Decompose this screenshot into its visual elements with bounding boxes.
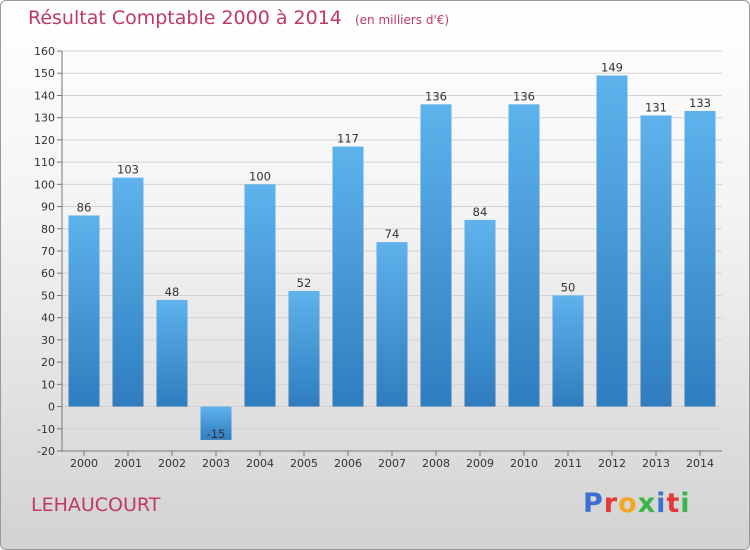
x-tick-label: 2013	[642, 457, 670, 470]
y-tick-label: 150	[34, 67, 55, 80]
logo-letter: x	[637, 488, 657, 519]
data-label: 136	[425, 89, 447, 103]
y-tick-label: 160	[34, 45, 55, 58]
bar	[508, 104, 540, 407]
x-tick-label: 2008	[422, 457, 450, 470]
y-tick-label: 130	[34, 112, 55, 125]
logo-letter: i	[656, 488, 667, 519]
data-label: 133	[689, 96, 711, 110]
bar	[640, 115, 672, 407]
data-label: 86	[77, 200, 92, 214]
y-tick-label: 70	[41, 245, 55, 258]
y-tick-label: 90	[41, 201, 55, 214]
x-tick-label: 2009	[466, 457, 494, 470]
logo-letter: o	[618, 488, 638, 519]
commune-name: LEHAUCOURT	[31, 494, 161, 516]
x-tick-label: 2003	[202, 457, 230, 470]
y-tick-label: 50	[41, 289, 55, 302]
y-tick-label: 0	[48, 401, 55, 414]
y-tick-label: 60	[41, 267, 55, 280]
x-tick-label: 2004	[246, 457, 274, 470]
bar	[68, 215, 100, 407]
y-tick-label: 20	[41, 356, 55, 369]
x-tick-label: 2014	[686, 457, 714, 470]
logo-letter: P	[583, 488, 604, 519]
chart-title-block: Résultat Comptable 2000 à 2014 (en milli…	[28, 7, 449, 29]
y-tick-label: -10	[37, 423, 55, 436]
data-label: 84	[473, 205, 488, 219]
bar	[288, 291, 320, 407]
proxiti-logo: Proxiti	[583, 488, 691, 519]
chart-subtitle: (en milliers d'€)	[354, 13, 450, 27]
data-label: 50	[561, 280, 576, 294]
bar	[376, 242, 408, 407]
x-tick-label: 2001	[114, 457, 142, 470]
logo-letter: r	[603, 488, 619, 519]
data-label: 117	[337, 132, 359, 146]
bar	[596, 75, 628, 407]
x-tick-label: 2000	[70, 457, 98, 470]
data-label: 100	[249, 169, 271, 183]
x-tick-label: 2010	[510, 457, 538, 470]
y-tick-label: 30	[41, 334, 55, 347]
bar	[156, 299, 188, 407]
y-tick-label: 110	[34, 156, 55, 169]
bar	[464, 219, 496, 407]
y-tick-label: 10	[41, 378, 55, 391]
logo-letter: i	[680, 488, 691, 519]
bar	[112, 177, 144, 407]
data-label: 52	[297, 276, 312, 290]
bar	[420, 104, 452, 407]
y-tick-label: 140	[34, 89, 55, 102]
x-tick-label: 2002	[158, 457, 186, 470]
y-tick-label: -20	[37, 445, 55, 458]
x-tick-label: 2006	[334, 457, 362, 470]
data-label: 136	[513, 89, 535, 103]
data-label: -15	[207, 427, 226, 441]
bar	[552, 295, 584, 407]
y-tick-label: 120	[34, 134, 55, 147]
bar	[244, 184, 276, 407]
y-tick-label: 100	[34, 178, 55, 191]
data-label: 48	[165, 285, 180, 299]
data-label: 74	[385, 227, 400, 241]
data-label: 103	[117, 163, 139, 177]
bar	[200, 406, 232, 440]
logo-letter: t	[666, 488, 681, 519]
x-tick-label: 2007	[378, 457, 406, 470]
bar	[332, 146, 364, 407]
data-label: 131	[645, 100, 667, 114]
data-label: 149	[601, 60, 623, 74]
x-tick-label: 2011	[554, 457, 582, 470]
y-tick-label: 40	[41, 312, 55, 325]
x-tick-label: 2005	[290, 457, 318, 470]
y-tick-label: 80	[41, 223, 55, 236]
chart-title: Résultat Comptable 2000 à 2014	[28, 7, 342, 29]
x-tick-label: 2012	[598, 457, 626, 470]
bar	[684, 111, 716, 407]
